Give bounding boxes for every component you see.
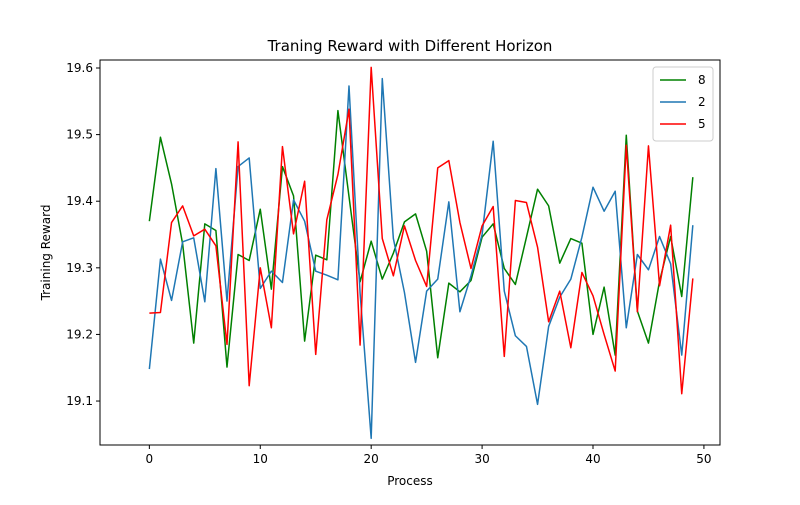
x-tick-label: 30	[474, 452, 489, 466]
y-axis-label: Training Reward	[39, 205, 53, 302]
y-tick-label: 19.4	[66, 194, 93, 208]
series-line-8	[148, 109, 694, 368]
series-line-2	[148, 77, 694, 440]
y-tick-label: 19.6	[66, 61, 93, 75]
series-line-5	[149, 66, 694, 395]
legend-label: 5	[698, 117, 706, 131]
x-axis-label: Process	[387, 474, 433, 488]
y-tick-label: 19.3	[66, 261, 93, 275]
y-tick-label: 19.5	[66, 128, 93, 142]
x-tick-label: 0	[146, 452, 154, 466]
y-tick-label: 19.2	[66, 327, 93, 341]
x-tick-label: 50	[696, 452, 711, 466]
x-axis: 0 10 20 30 40 50	[146, 445, 712, 466]
legend-label: 2	[698, 95, 706, 109]
x-tick-label: 40	[585, 452, 600, 466]
legend-label: 8	[698, 73, 706, 87]
chart-title: Traning Reward with Different Horizon	[267, 37, 553, 55]
x-tick-label: 20	[364, 452, 379, 466]
y-axis: 19.1 19.2 19.3 19.4 19.5 19.6	[66, 61, 100, 408]
series-layer	[148, 66, 694, 440]
legend-box	[652, 66, 714, 142]
legend: 8 2 5	[652, 66, 714, 142]
axes-frame	[99, 59, 721, 446]
x-tick-label: 10	[253, 452, 268, 466]
y-tick-label: 19.1	[66, 394, 93, 408]
